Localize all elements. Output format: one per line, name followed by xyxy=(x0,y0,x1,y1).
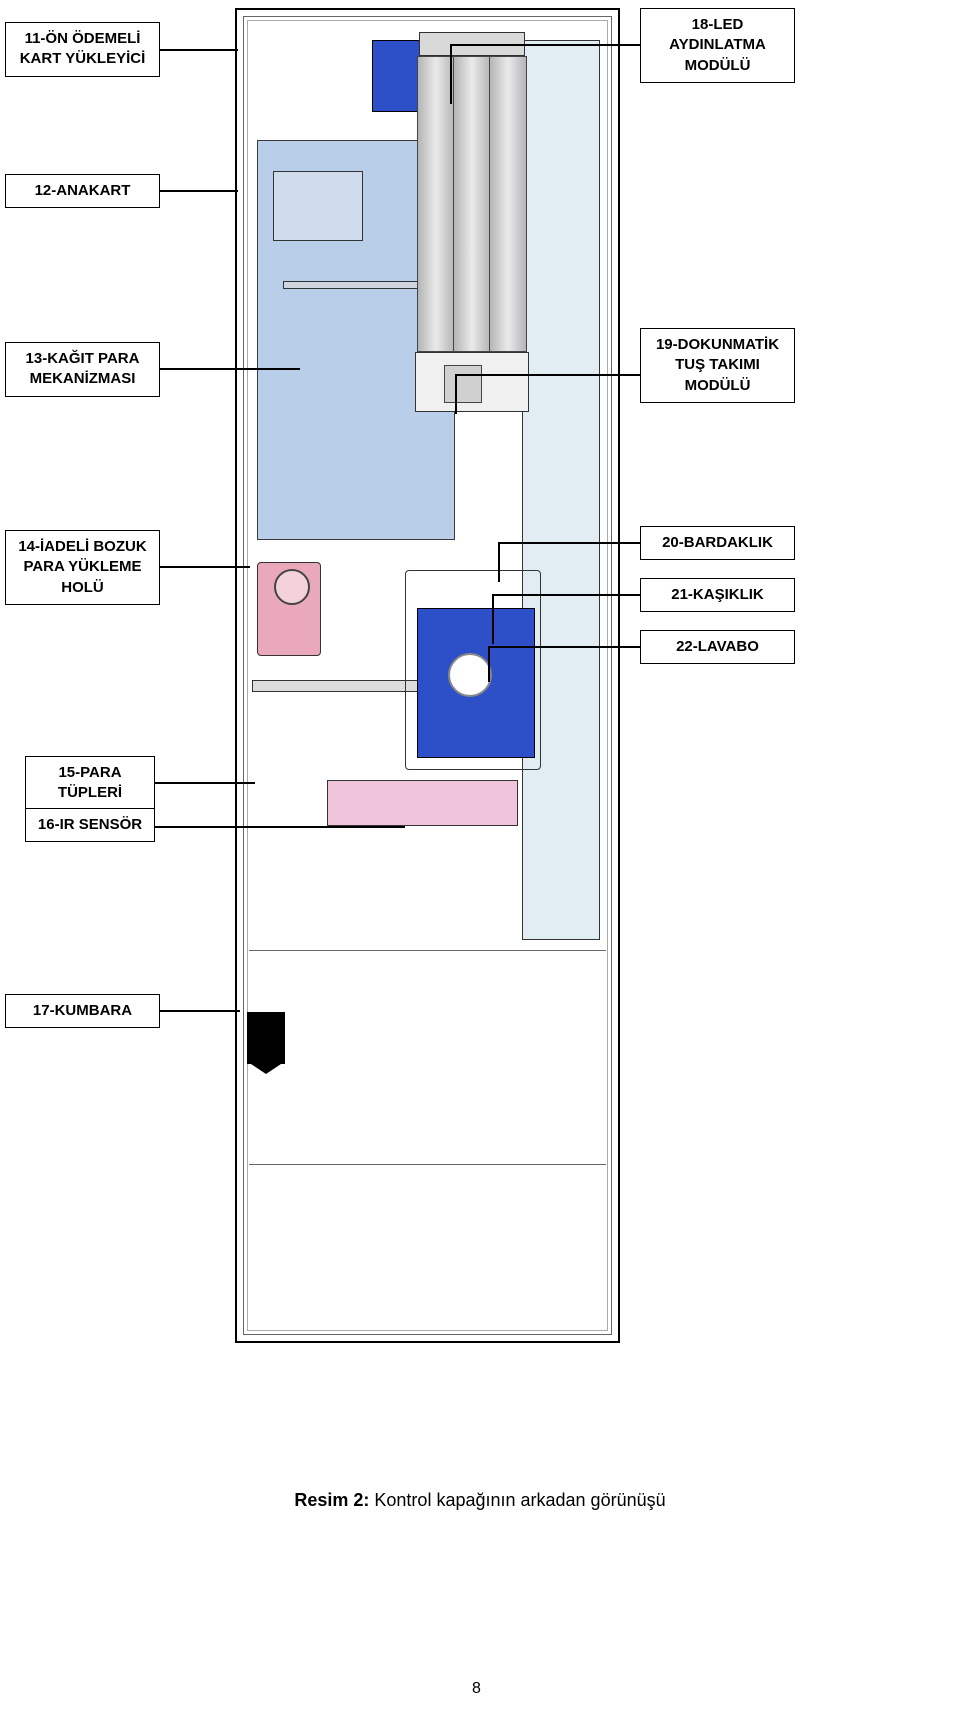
label-16: 16-IR SENSÖR xyxy=(25,808,155,842)
label-20: 20-BARDAKLIK xyxy=(640,526,795,560)
divider-lower xyxy=(249,1164,606,1165)
leader-21 xyxy=(492,594,640,596)
ir-sensor-tray xyxy=(327,780,518,826)
leader-17 xyxy=(160,1010,240,1012)
sink-bucket xyxy=(417,608,535,758)
stub-18 xyxy=(450,44,452,104)
label-13: 13-KAĞIT PARA MEKANİZMASI xyxy=(5,342,160,397)
piggybank-icon xyxy=(247,1012,285,1064)
panel-submodule xyxy=(273,171,363,241)
label-19: 19-DOKUNMATİK TUŞ TAKIMI MODÜLÜ xyxy=(640,328,795,403)
cylinder-2 xyxy=(453,56,491,352)
label-14: 14-İADELİ BOZUK PARA YÜKLEME HOLÜ xyxy=(5,530,160,605)
label-15: 15-PARA TÜPLERİ xyxy=(25,756,155,810)
divider-upper xyxy=(249,950,606,951)
caption-bold: Resim 2: xyxy=(294,1490,369,1510)
figure-caption: Resim 2: Kontrol kapağının arkadan görün… xyxy=(0,1490,960,1511)
stub-19 xyxy=(455,374,457,414)
stub-21 xyxy=(492,594,494,644)
leader-16 xyxy=(155,826,405,828)
stub-20 xyxy=(498,542,500,582)
cylinder-3 xyxy=(489,56,527,352)
label-21: 21-KAŞIKLIK xyxy=(640,578,795,612)
caption-text: Kontrol kapağının arkadan görünüşü xyxy=(369,1490,665,1510)
leader-11 xyxy=(160,49,238,51)
stub-22 xyxy=(488,646,490,682)
leader-22 xyxy=(488,646,640,648)
leader-15 xyxy=(155,782,255,784)
leader-14 xyxy=(160,566,250,568)
leader-13 xyxy=(160,368,300,370)
coin-return-flange xyxy=(257,562,321,656)
leader-18 xyxy=(450,44,640,46)
mechanism-block xyxy=(415,352,529,412)
label-22: 22-LAVABO xyxy=(640,630,795,664)
label-11: 11-ÖN ÖDEMELİ KART YÜKLEYİCİ xyxy=(5,22,160,77)
leader-12 xyxy=(160,190,238,192)
label-18: 18-LED AYDINLATMA MODÜLÜ xyxy=(640,8,795,83)
panel-rod xyxy=(283,281,423,289)
label-17: 17-KUMBARA xyxy=(5,994,160,1028)
machine-diagram xyxy=(235,8,620,1343)
leader-20 xyxy=(498,542,640,544)
cylinder-assembly xyxy=(407,32,537,432)
leader-19 xyxy=(455,374,640,376)
label-12: 12-ANAKART xyxy=(5,174,160,208)
page-number: 8 xyxy=(472,1680,481,1698)
